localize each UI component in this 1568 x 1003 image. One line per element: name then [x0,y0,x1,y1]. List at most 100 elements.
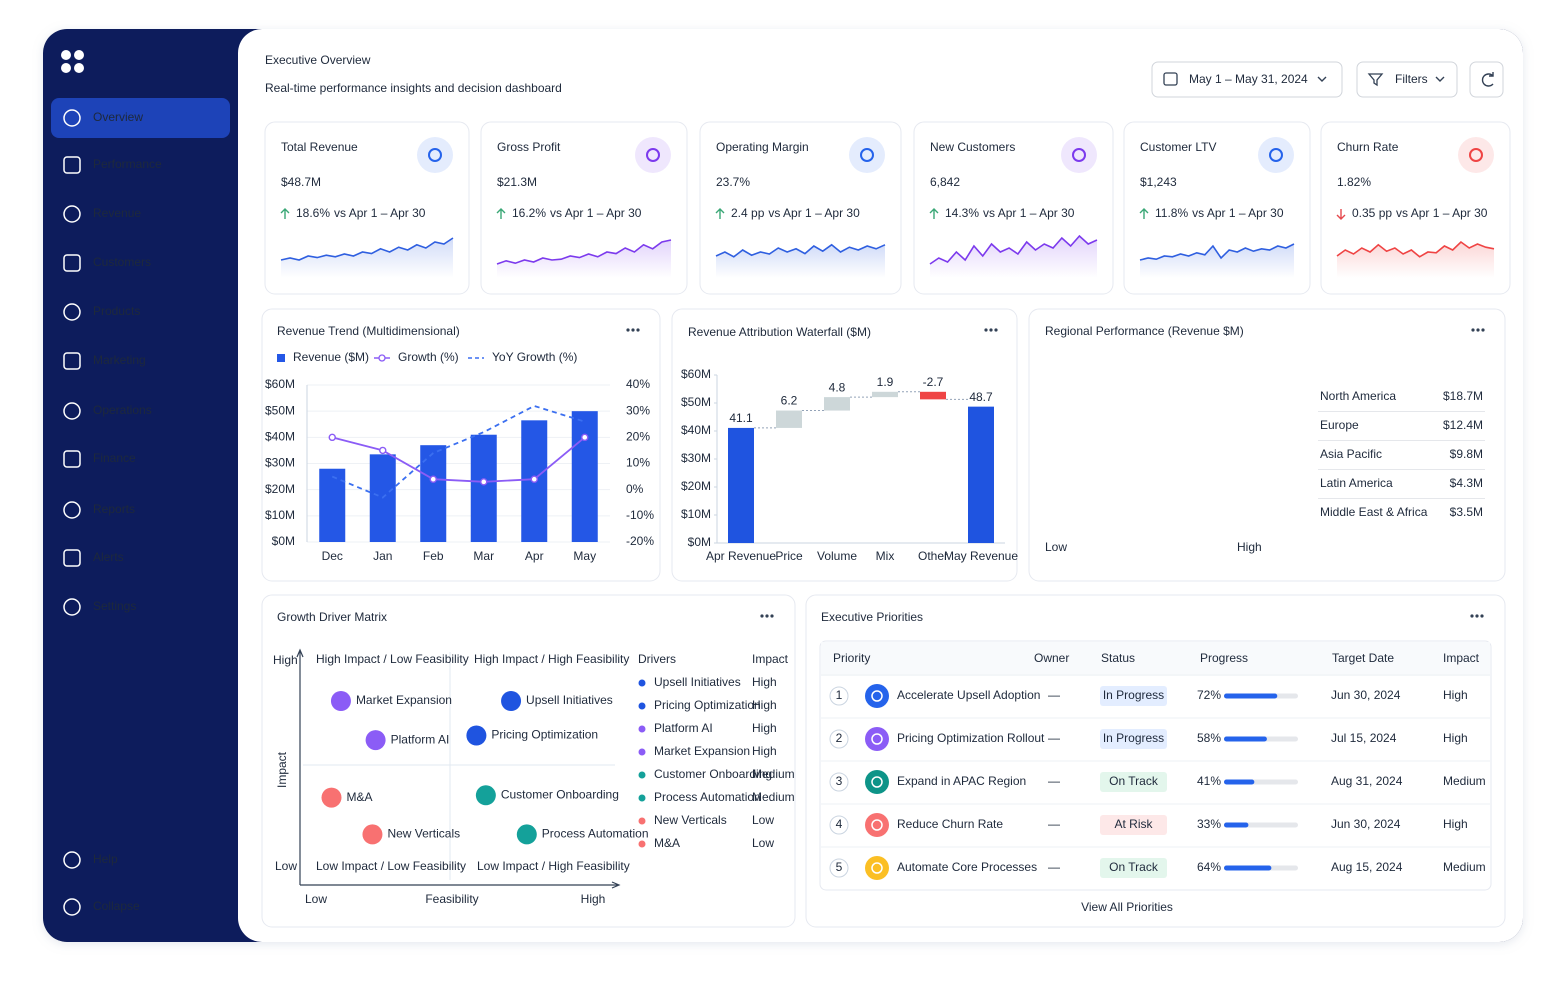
nav-item[interactable]: Overview [51,98,230,138]
nav-item[interactable]: Operations [63,402,152,420]
legend-dot [638,725,646,733]
rank: 2 [836,731,843,745]
waterfall-bar [968,406,994,543]
chevron [1317,76,1327,82]
dot [636,328,640,332]
y2-tick-label: 0% [626,482,644,496]
more-button[interactable] [1470,614,1484,618]
rank: 4 [836,817,843,831]
owner: — [1048,731,1060,745]
progress-label: 33% [1197,817,1221,831]
driver-name: M&A [654,836,680,850]
table-row[interactable]: 1 Accelerate Upsell Adoption — In Progress 7… [821,674,1490,708]
nav-icon [63,450,81,468]
sparkline [1336,240,1495,258]
sparkline [715,243,886,258]
axis [296,648,621,889]
nav-icon [63,254,81,272]
rank-badge [829,858,849,878]
more-button[interactable] [1471,328,1485,332]
dot [1476,328,1480,332]
nav-label: Finance [93,451,136,465]
nav-icon [63,156,81,174]
filters-label: Filters [1395,72,1428,86]
waterfall-bar [920,391,946,400]
kpi-icon-glyph [428,148,442,162]
status: On Track [1109,774,1159,788]
more-button[interactable] [760,614,774,618]
y-tick-label: $20M [265,482,295,496]
column-header: Impact [752,652,789,666]
kpi-icon [635,137,671,173]
y-tick-label: $40M [681,423,711,437]
column-header: Owner [1034,651,1069,665]
refresh-button[interactable] [1469,61,1504,98]
kpi-icon [1061,137,1097,173]
kpi-label: New Customers [930,140,1015,154]
card [261,308,661,582]
driver-point [330,691,351,711]
nav-item[interactable]: Marketing [63,352,146,370]
rank: 5 [836,860,843,874]
table-row[interactable]: 4 Reduce Churn Rate — At Risk 33% Jun 30, 202… [821,803,1490,837]
nav-icon [63,352,81,370]
owner: — [1048,774,1060,788]
status-pill [1100,772,1167,792]
point-label: Customer Onboarding [501,787,619,801]
table-row[interactable]: 3 Expand in APAC Region — On Track 41% Aug 31… [821,760,1490,794]
kpi-value: 23.7% [716,175,750,189]
point-label: M&A [347,790,373,804]
quadrant-label: Low Impact / High Feasibility [477,859,630,873]
priority-icon [865,856,889,880]
quadrant-label: Low Impact / Low Feasibility [316,859,466,873]
nav-item[interactable]: Reports [63,501,135,519]
kpi-value: $48.7M [281,175,321,189]
dot [765,614,769,618]
nav-item[interactable]: Finance [63,450,136,468]
table-row[interactable]: 5 Automate Core Processes — On Track 64% Aug … [821,846,1490,880]
trend-arrow [715,208,725,219]
nav-item[interactable]: Collapse [63,898,140,916]
more-button[interactable] [984,328,998,332]
more-button[interactable] [626,328,640,332]
region-value: $12.4M [1443,418,1483,432]
date-picker[interactable]: May 1 – May 31, 2024 [1151,61,1343,98]
point-label: Platform AI [391,732,450,746]
priority-icon [865,813,889,837]
driver-point [516,824,537,845]
nav-item[interactable]: Customers [63,254,151,272]
data-label: 6.2 [781,394,798,408]
progress-bar [1224,779,1255,785]
nav-icon [63,109,81,127]
kpi-value: $21.3M [497,175,537,189]
logo [61,50,84,73]
nav-item[interactable]: Alerts [63,549,124,567]
nav-icon [63,402,81,420]
dot [1481,328,1485,332]
kpi-label: Total Revenue [281,140,358,154]
dot [984,328,988,332]
view-all-link[interactable]: View All Priorities [1081,900,1173,914]
dot [989,328,993,332]
table-row[interactable]: 2 Pricing Optimization Rollout — In Progres… [821,717,1490,751]
owner: — [1048,860,1060,874]
progress-label: 58% [1197,731,1221,745]
status-pill [1100,815,1167,835]
nav-item[interactable]: Settings [63,598,136,616]
nav-item[interactable]: Revenue [63,205,141,223]
priority-name: Automate Core Processes [897,860,1037,874]
nav-item[interactable]: Help [63,851,118,869]
kpi-change: 18.6% [296,206,330,220]
nav-item[interactable]: Products [63,303,140,321]
point-label: Process Automation [542,827,649,841]
nav-item[interactable]: Performance [63,156,162,174]
filters-button[interactable]: Filters [1356,61,1458,98]
driver-name: Process Automation [654,790,761,804]
kpi-change: 2.4 pp [731,206,765,220]
x-tick-label: Volume [817,549,857,563]
x-tick-label: May [573,549,596,563]
point-label: Market Expansion [356,693,452,707]
quadrant-label: High Impact / High Feasibility [474,652,629,666]
driver-point [475,785,496,806]
status: At Risk [1114,817,1153,831]
